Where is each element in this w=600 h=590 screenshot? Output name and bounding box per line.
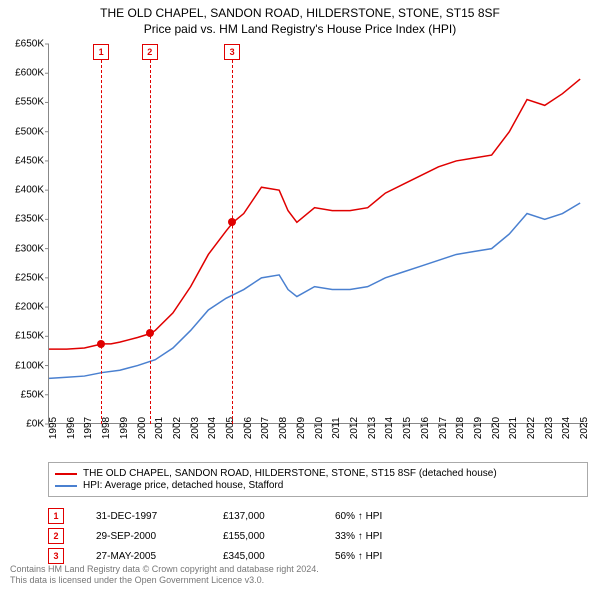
y-axis-label: £400K [15, 185, 44, 196]
x-axis-label: 2005 [225, 417, 236, 439]
y-axis-label: £450K [15, 155, 44, 166]
event-marker: 1 [93, 44, 109, 60]
sale-dot [97, 340, 105, 348]
event-row: 3 27-MAY-2005 £345,000 56% ↑ HPI [48, 548, 588, 564]
series-line [49, 79, 580, 349]
x-axis-label: 2015 [402, 417, 413, 439]
event-date: 29-SEP-2000 [96, 531, 191, 542]
y-axis-label: £600K [15, 68, 44, 79]
footer-line2: This data is licensed under the Open Gov… [10, 575, 319, 586]
x-axis-label: 1995 [48, 417, 59, 439]
chart-title-line1: THE OLD CHAPEL, SANDON ROAD, HILDERSTONE… [0, 6, 600, 22]
x-axis-label: 2014 [384, 417, 395, 439]
sale-dot [146, 329, 154, 337]
x-axis-label: 2025 [579, 417, 590, 439]
legend-label: THE OLD CHAPEL, SANDON ROAD, HILDERSTONE… [83, 468, 497, 479]
event-vline [150, 60, 151, 424]
x-axis-label: 1996 [66, 417, 77, 439]
x-axis-label: 2010 [314, 417, 325, 439]
x-axis-label: 2004 [207, 417, 218, 439]
y-axis-label: £0K [26, 419, 44, 430]
y-axis-label: £200K [15, 302, 44, 313]
chart-title-block: THE OLD CHAPEL, SANDON ROAD, HILDERSTONE… [0, 0, 600, 37]
legend-item: THE OLD CHAPEL, SANDON ROAD, HILDERSTONE… [55, 468, 581, 479]
legend-swatch [55, 473, 77, 475]
plot-frame [48, 44, 588, 424]
event-marker: 3 [224, 44, 240, 60]
y-axis-label: £500K [15, 126, 44, 137]
legend-label: HPI: Average price, detached house, Staf… [83, 480, 283, 491]
event-price: £345,000 [223, 551, 303, 562]
x-axis-label: 2022 [526, 417, 537, 439]
series-line [49, 203, 580, 378]
y-axis-label: £50K [21, 389, 44, 400]
event-marker: 2 [48, 528, 64, 544]
event-date: 27-MAY-2005 [96, 551, 191, 562]
chart-area: £0K£50K£100K£150K£200K£250K£300K£350K£40… [48, 44, 588, 424]
x-axis-label: 2017 [438, 417, 449, 439]
line-chart-svg [49, 44, 589, 424]
y-axis-label: £650K [15, 39, 44, 50]
y-axis-label: £150K [15, 331, 44, 342]
x-axis-label: 2024 [561, 417, 572, 439]
x-axis-label: 1998 [101, 417, 112, 439]
x-axis-label: 2003 [190, 417, 201, 439]
x-axis-label: 2011 [331, 417, 342, 439]
x-axis-label: 2019 [473, 417, 484, 439]
x-axis-label: 2000 [137, 417, 148, 439]
y-axis-label: £250K [15, 272, 44, 283]
x-axis-label: 2021 [508, 417, 519, 439]
x-axis-label: 2018 [455, 417, 466, 439]
x-axis-label: 2023 [544, 417, 555, 439]
y-axis-label: £300K [15, 243, 44, 254]
x-axis-label: 2020 [491, 417, 502, 439]
event-price: £137,000 [223, 511, 303, 522]
event-marker: 1 [48, 508, 64, 524]
x-axis-label: 2013 [367, 417, 378, 439]
x-axis-label: 2002 [172, 417, 183, 439]
y-axis-label: £550K [15, 97, 44, 108]
event-vline [101, 60, 102, 424]
event-delta: 56% ↑ HPI [335, 551, 455, 562]
footer-line1: Contains HM Land Registry data © Crown c… [10, 564, 319, 575]
x-axis-label: 2001 [154, 417, 165, 439]
x-axis-label: 2009 [296, 417, 307, 439]
event-delta: 60% ↑ HPI [335, 511, 455, 522]
event-date: 31-DEC-1997 [96, 511, 191, 522]
y-axis-label: £350K [15, 214, 44, 225]
chart-title-line2: Price paid vs. HM Land Registry's House … [0, 22, 600, 38]
event-vline [232, 60, 233, 424]
legend-item: HPI: Average price, detached house, Staf… [55, 480, 581, 491]
x-axis-label: 1999 [119, 417, 130, 439]
y-axis-label: £100K [15, 360, 44, 371]
event-price: £155,000 [223, 531, 303, 542]
events-table: 1 31-DEC-1997 £137,000 60% ↑ HPI 2 29-SE… [48, 504, 588, 568]
legend-swatch [55, 485, 77, 487]
sale-dot [228, 218, 236, 226]
footer-attribution: Contains HM Land Registry data © Crown c… [10, 564, 319, 587]
x-axis-label: 2016 [420, 417, 431, 439]
event-delta: 33% ↑ HPI [335, 531, 455, 542]
x-axis-label: 2012 [349, 417, 360, 439]
x-axis-label: 2007 [260, 417, 271, 439]
x-axis-label: 2008 [278, 417, 289, 439]
event-marker: 3 [48, 548, 64, 564]
chart-container: THE OLD CHAPEL, SANDON ROAD, HILDERSTONE… [0, 0, 600, 590]
x-axis-label: 1997 [83, 417, 94, 439]
event-row: 2 29-SEP-2000 £155,000 33% ↑ HPI [48, 528, 588, 544]
event-marker: 2 [142, 44, 158, 60]
legend: THE OLD CHAPEL, SANDON ROAD, HILDERSTONE… [48, 462, 588, 497]
event-row: 1 31-DEC-1997 £137,000 60% ↑ HPI [48, 508, 588, 524]
x-axis-label: 2006 [243, 417, 254, 439]
